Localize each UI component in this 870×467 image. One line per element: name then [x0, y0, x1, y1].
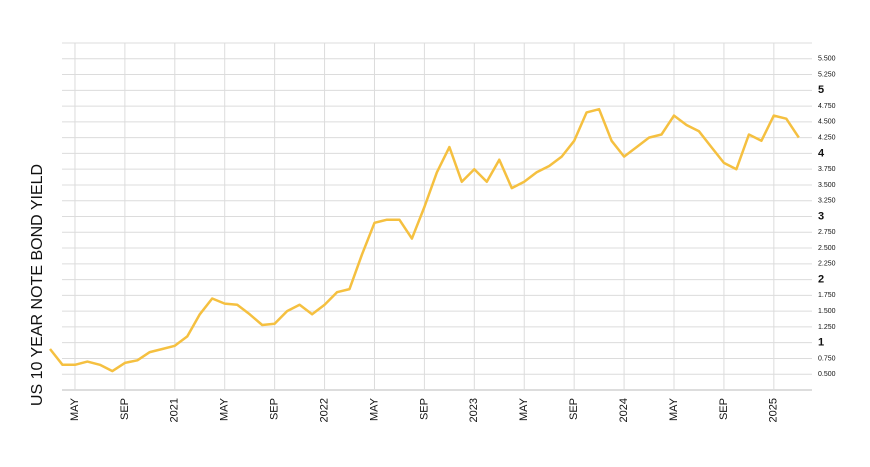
y-tick-label: 4.250: [818, 134, 836, 141]
y-tick-label: 4.500: [818, 119, 836, 126]
y-tick-label: 1.500: [818, 308, 836, 315]
y-tick-label: 3: [818, 210, 824, 222]
y-tick-label: 3.750: [818, 166, 836, 173]
x-tick-label: 2023: [468, 398, 480, 422]
x-tick-label: 2021: [169, 398, 181, 422]
y-tick-label: 5: [818, 84, 824, 96]
y-tick-label: 4.750: [818, 103, 836, 110]
x-tick-label: SEP: [568, 398, 580, 420]
x-tick-label: MAY: [69, 397, 81, 421]
x-tick-label: SEP: [269, 398, 281, 420]
x-tick-label: MAY: [668, 397, 680, 421]
y-tick-label: 2.750: [818, 229, 836, 236]
y-tick-label: 1.250: [818, 324, 836, 331]
y-axis-label: US 10 YEAR NOTE BOND YIELD: [29, 164, 46, 406]
y-tick-label: 1.750: [818, 292, 836, 299]
y-tick-label: 3.250: [818, 198, 836, 205]
x-tick-label: MAY: [368, 397, 380, 421]
x-tick-label: SEP: [718, 398, 730, 420]
x-tick-label: MAY: [518, 397, 530, 421]
y-tick-label: 2.500: [818, 245, 836, 252]
data-line: [49, 107, 800, 373]
y-tick-label: 3.500: [818, 182, 836, 189]
y-tick-label: 0.750: [818, 355, 836, 362]
x-tick-label: MAY: [219, 397, 231, 421]
y-tick-label: 2.250: [818, 261, 836, 268]
y-tick-label: 5.250: [818, 71, 836, 78]
y-tick-label: 0.500: [818, 371, 836, 378]
x-tick-label: 2022: [318, 398, 330, 422]
y-tick-label: 2: [818, 273, 824, 285]
y-tick-label: 4: [818, 147, 825, 159]
y-tick-label: 5.500: [818, 56, 836, 63]
x-tick-label: SEP: [418, 398, 430, 420]
x-tick-label: 2025: [768, 398, 780, 422]
x-tick-label: SEP: [119, 398, 131, 420]
y-tick-label: 1: [818, 337, 824, 349]
x-tick-label: 2024: [618, 398, 630, 422]
